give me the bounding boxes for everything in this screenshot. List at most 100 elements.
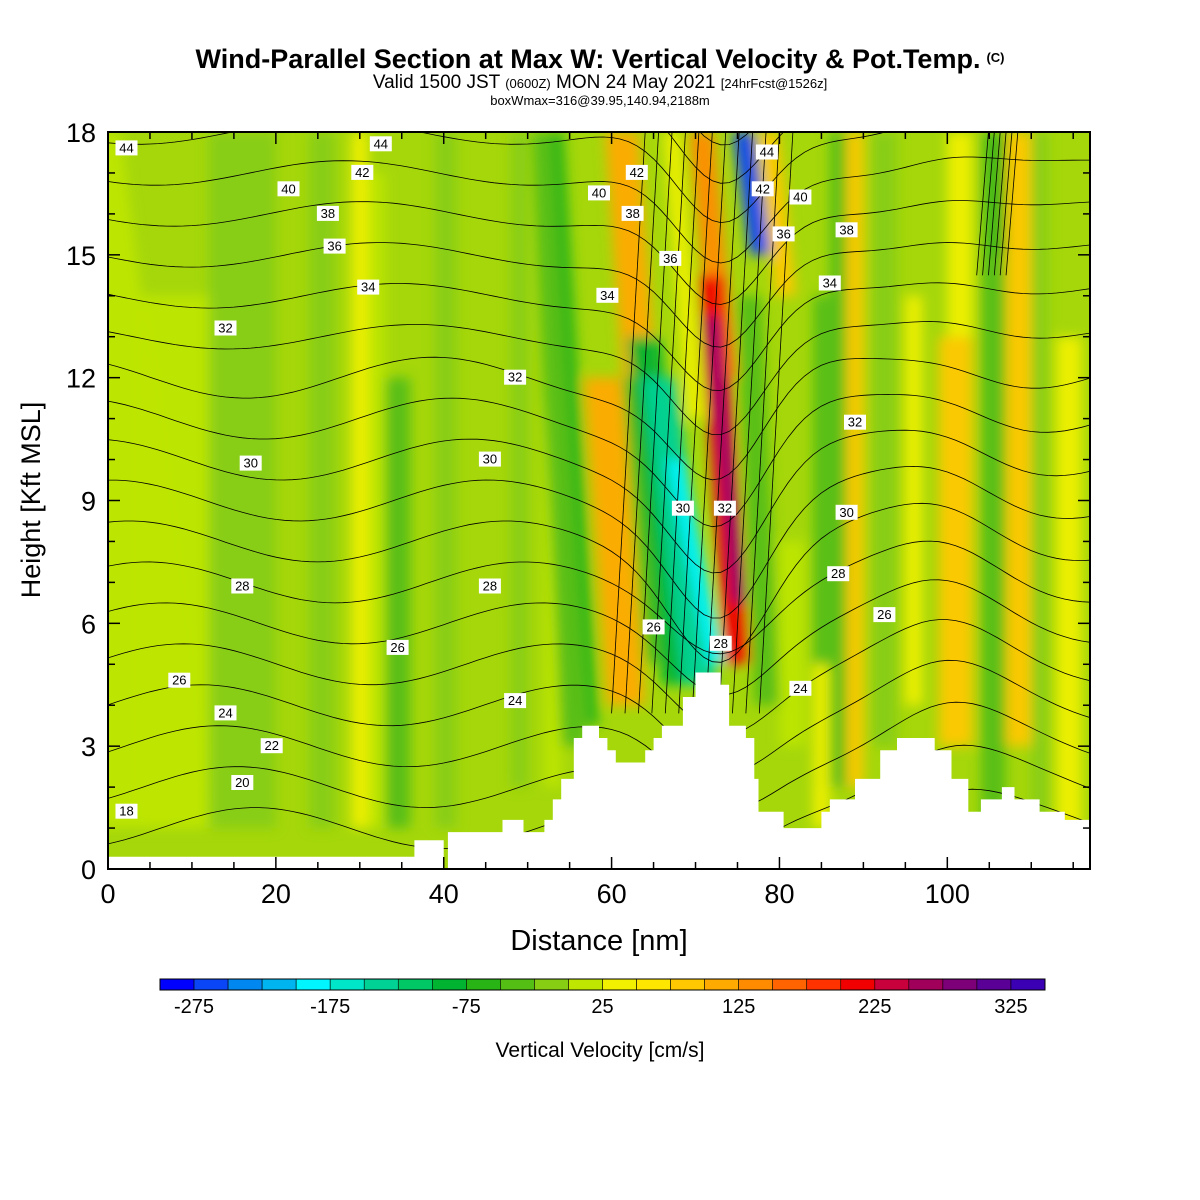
contour-label: 44 [115, 140, 138, 156]
contour-label-bg [386, 639, 409, 655]
contour-label: 30 [671, 500, 694, 516]
contour-label-bg [835, 504, 858, 520]
contour-label: 22 [260, 738, 283, 754]
contour-label: 26 [642, 619, 665, 635]
contour-label: 26 [386, 639, 409, 655]
contour-label-text: 34 [361, 280, 375, 295]
contour-label-bg [316, 205, 339, 221]
contour-label: 40 [588, 185, 610, 201]
contour-label-text: 20 [235, 775, 249, 790]
y-axis-label: Height [Kft MSL] [16, 402, 46, 599]
valid-date: MON 24 May 2021 [556, 72, 716, 93]
colorbar-tick-label: 25 [591, 996, 613, 1018]
contour-label-bg [621, 205, 644, 221]
terrain [108, 672, 1090, 869]
contour-label-bg [323, 238, 346, 254]
theta-contour-line [108, 282, 1090, 391]
contour-label: 34 [818, 275, 841, 291]
contour-label-bg [504, 369, 527, 385]
contour-label-text: 28 [713, 636, 727, 651]
velocity-field [108, 132, 1082, 829]
velocity-band [368, 172, 385, 829]
chart-subtitle: Valid 1500 JST (0600Z) MON 24 May 2021 [… [0, 72, 1200, 94]
theta-contour-line [691, 132, 727, 714]
contour-label-bg [709, 635, 732, 651]
velocity-band [813, 664, 830, 829]
contour-label: 30 [478, 451, 501, 467]
velocity-band [435, 132, 457, 829]
theta-contour-line [108, 356, 1090, 481]
contour-label-bg [239, 455, 262, 471]
theta-contour-line [108, 429, 1090, 574]
contour-label-text: 42 [755, 181, 769, 196]
colorbar-swatch [159, 978, 195, 991]
contour-label-bg [478, 451, 501, 467]
contour-label-text: 24 [508, 693, 522, 708]
theta-contour-line [108, 465, 1090, 619]
y-tick-label: 18 [66, 118, 96, 148]
colorbar-swatch [397, 978, 433, 991]
contour-label-bg [478, 578, 501, 594]
contour-label: 34 [596, 287, 619, 303]
contour-label-text: 24 [218, 705, 232, 720]
colorbar-swatch [738, 978, 773, 991]
contour-label: 36 [659, 250, 682, 266]
contour-label: 36 [323, 238, 346, 254]
contour-label-text: 42 [630, 165, 644, 180]
contour-label: 32 [713, 500, 736, 516]
contour-label-bg [827, 566, 850, 582]
contour-label-bg [642, 619, 665, 635]
contour-label-text: 18 [119, 804, 133, 819]
contour-label: 24 [214, 705, 237, 721]
valid-utc: (0600Z) [505, 76, 551, 91]
colorbar-swatch [227, 978, 263, 991]
velocity-band [663, 132, 704, 419]
contour-label: 26 [873, 607, 896, 623]
colorbar-tick-label: -75 [452, 996, 481, 1018]
colorbar-frame [159, 978, 1046, 991]
theta-contour-line [982, 132, 995, 276]
colorbar-swatch [670, 978, 705, 991]
contour-label-bg [835, 222, 858, 238]
contour-label-text: 26 [877, 607, 891, 622]
velocity-band [621, 377, 662, 665]
contour-label: 18 [115, 803, 138, 819]
contour-label-bg [231, 775, 254, 790]
contour-label-text: 38 [321, 206, 335, 221]
velocity-band [510, 132, 528, 788]
colorbar-swatch [874, 978, 910, 991]
colorbar-swatch [976, 978, 1012, 991]
contour-label-text: 26 [172, 673, 186, 688]
x-tick-label: 20 [261, 879, 291, 909]
contour-label: 42 [751, 181, 774, 197]
contour-label-bg [671, 500, 694, 516]
contour-label: 38 [835, 222, 858, 238]
theta-contour-line [732, 132, 767, 714]
colorbar-swatch [602, 978, 637, 991]
colorbar-swatch [500, 978, 535, 991]
contour-label-text: 26 [646, 619, 660, 634]
y-tick-label: 0 [81, 855, 96, 885]
colorbar-swatch [636, 978, 671, 991]
contour-label-text: 44 [119, 140, 133, 155]
box-info: boxWmax=316@39.95,140.94,2188m [490, 93, 710, 108]
contour-label: 28 [478, 578, 501, 594]
theta-contour-line [699, 132, 750, 146]
theta-contour-line [108, 156, 1090, 264]
colorbar-swatch [772, 978, 808, 991]
contour-label: 40 [789, 189, 812, 205]
colorbar-swatch [295, 978, 331, 991]
contour-label: 26 [168, 672, 191, 688]
theta-contour-line [108, 540, 1090, 655]
theta-contour-line [108, 393, 1090, 528]
chart-title: Wind-Parallel Section at Max W: Vertical… [0, 44, 1200, 75]
velocity-band [1056, 336, 1082, 829]
velocity-band [351, 132, 369, 829]
contour-label: 42 [625, 164, 648, 180]
theta-contour-line [993, 132, 1007, 276]
contour-label-text: 40 [281, 181, 295, 196]
contour-label-bg [115, 140, 138, 156]
colorbar-swatch [806, 978, 842, 991]
